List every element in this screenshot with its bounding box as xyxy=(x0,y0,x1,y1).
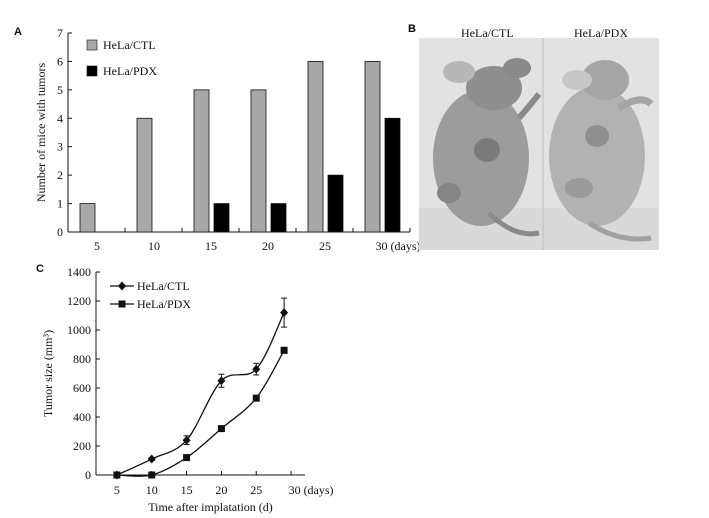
bar-ctl-25 xyxy=(307,61,324,233)
panel-c-letter: C xyxy=(36,263,44,275)
bar-pdx-15 xyxy=(213,203,230,233)
y-tick-label: 1 xyxy=(57,197,63,211)
y-tick-label: 2 xyxy=(57,168,63,182)
x-tick-label: 15 xyxy=(181,483,193,497)
data-point-pdx xyxy=(217,425,225,433)
data-point-pdx xyxy=(252,394,260,402)
y-tick-label: 400 xyxy=(73,410,91,424)
legend-label-1: HeLa/PDX xyxy=(103,64,157,78)
x-tick-label: 30 (days) xyxy=(376,239,421,253)
legend-swatch-1 xyxy=(86,65,98,77)
x-tick-label: 10 xyxy=(148,239,160,253)
data-point-ctl xyxy=(252,364,261,374)
y-axis-label: Number of mice with tumors xyxy=(34,63,48,203)
y-tick-label: 600 xyxy=(73,381,91,395)
panel-b-letter: B xyxy=(408,23,416,35)
y-tick-label: 200 xyxy=(73,439,91,453)
bar-ctl-5 xyxy=(79,203,96,233)
x-tick-label: 5 xyxy=(114,483,120,497)
y-tick-label: 1400 xyxy=(67,265,91,279)
data-point-ctl xyxy=(182,435,191,445)
mouse-ctl-figure xyxy=(433,58,542,237)
photo-label-pdx: HeLa/PDX xyxy=(574,26,628,40)
y-tick-label: 800 xyxy=(73,352,91,366)
photo-label-ctl: HeLa/CTL xyxy=(461,26,514,40)
x-tick-label: 10 xyxy=(146,483,158,497)
y-tick-label: 0 xyxy=(85,468,91,482)
x-tick-label: 15 xyxy=(205,239,217,253)
y-tick-label: 4 xyxy=(57,111,63,125)
legend-marker-1 xyxy=(118,300,126,308)
data-point-ctl xyxy=(280,308,289,318)
legend-label-0: HeLa/CTL xyxy=(137,279,190,293)
data-point-ctl xyxy=(147,454,156,464)
panel-a-letter: A xyxy=(14,26,22,38)
bar-pdx-20 xyxy=(270,203,287,233)
y-tick-label: 3 xyxy=(57,140,63,154)
bar-ctl-20 xyxy=(250,89,267,233)
y-tick-label: 7 xyxy=(57,26,63,40)
legend-marker-0 xyxy=(118,281,126,291)
data-point-pdx xyxy=(148,471,156,479)
y-tick-label: 5 xyxy=(57,83,63,97)
data-point-pdx xyxy=(280,346,288,354)
bar-pdx-30 xyxy=(384,117,401,233)
y-tick-label: 6 xyxy=(57,54,63,68)
data-point-ctl xyxy=(217,376,226,386)
x-tick-label: 30 (days) xyxy=(289,483,334,497)
y-tick-label: 1200 xyxy=(67,294,91,308)
mice-photo-illustration xyxy=(419,38,659,250)
bar-ctl-15 xyxy=(193,89,210,233)
mouse-pdx-figure xyxy=(549,60,654,242)
y-axis-label: Tumor size (mm³) xyxy=(41,330,55,417)
legend-swatch-0 xyxy=(86,39,98,51)
x-tick-label: 25 xyxy=(319,239,331,253)
data-point-pdx xyxy=(113,471,121,479)
x-axis-label: Time after implatation (d) xyxy=(148,500,273,514)
data-point-pdx xyxy=(183,454,191,462)
bar-ctl-10 xyxy=(136,117,153,233)
x-tick-label: 5 xyxy=(94,239,100,253)
x-tick-label: 20 xyxy=(262,239,274,253)
bar-ctl-30 xyxy=(364,61,381,233)
bar-chart-tumor-count: A 0 1 2 3 4 5 6 7 Number of mice with tumors 5 10 1… xyxy=(14,26,421,253)
legend-label-1: HeLa/PDX xyxy=(137,297,191,311)
x-tick-label: 20 xyxy=(215,483,227,497)
legend-label-0: HeLa/CTL xyxy=(103,38,156,52)
bar-pdx-25 xyxy=(327,174,344,233)
x-tick-label: 25 xyxy=(250,483,262,497)
y-tick-label: 1000 xyxy=(67,323,91,337)
line-chart-tumor-size: C 0 200 400 600 800 1000 1200 1400 5 10 15 20 25 30 (… xyxy=(36,263,334,514)
y-tick-label: 0 xyxy=(57,225,63,239)
mice-photograph xyxy=(419,38,659,250)
